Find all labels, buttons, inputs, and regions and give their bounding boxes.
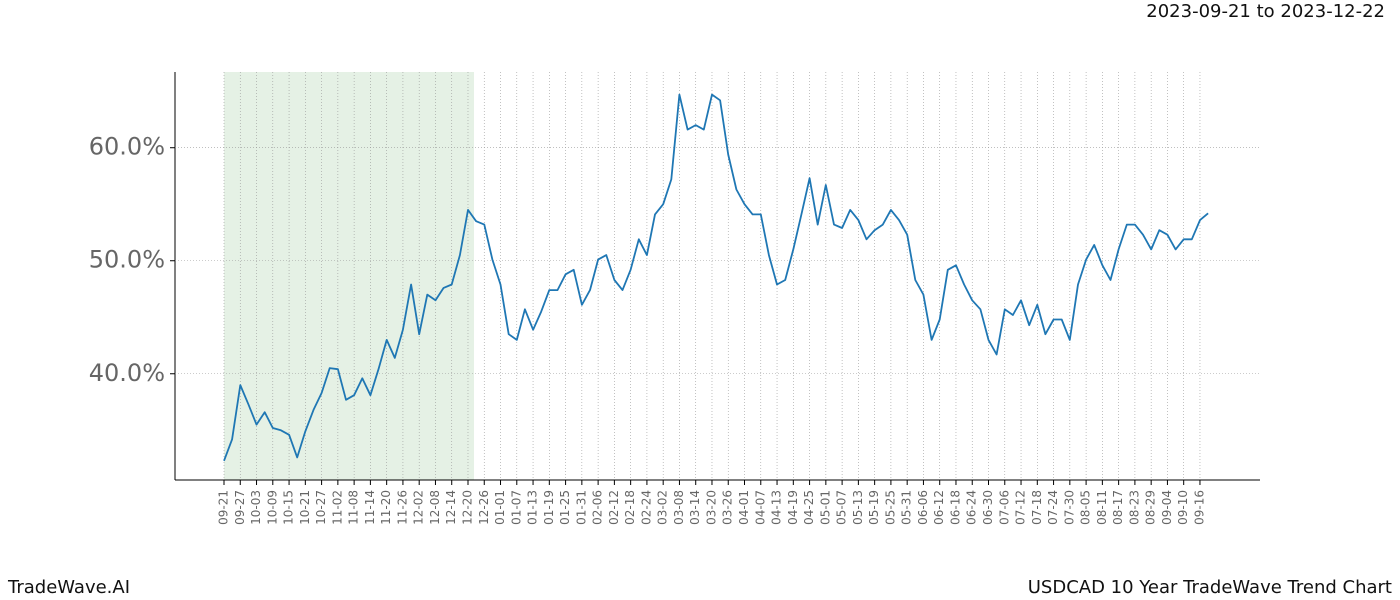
highlight-span <box>224 72 474 480</box>
x-tick-label: 10-21 <box>298 490 312 525</box>
x-tick-label: 12-20 <box>460 490 474 525</box>
x-tick-label: 11-20 <box>379 490 393 525</box>
x-tick-label: 05-19 <box>867 490 881 525</box>
x-tick-label: 04-25 <box>802 490 816 525</box>
x-tick-label: 11-26 <box>395 490 409 525</box>
x-tick-label: 05-31 <box>900 490 914 525</box>
x-tick-label: 01-01 <box>493 490 507 525</box>
x-tick-label: 02-18 <box>623 490 637 525</box>
x-tick-label: 05-13 <box>851 490 865 525</box>
x-tick-label: 12-02 <box>412 490 426 525</box>
x-tick-label: 01-19 <box>542 490 556 525</box>
x-tick-label: 01-31 <box>574 490 588 525</box>
x-tick-label: 11-14 <box>363 490 377 525</box>
x-tick-label: 06-06 <box>916 490 930 525</box>
x-tick-label: 12-26 <box>477 490 491 525</box>
x-tick-label: 07-06 <box>997 490 1011 525</box>
x-tick-label: 12-14 <box>444 490 458 525</box>
x-tick-label: 02-24 <box>639 490 653 525</box>
x-tick-label: 04-13 <box>770 490 784 525</box>
x-tick-label: 08-11 <box>1095 490 1109 525</box>
x-tick-label: 09-16 <box>1192 490 1206 525</box>
x-tick-label: 06-24 <box>965 490 979 525</box>
x-tick-label: 10-03 <box>249 490 263 525</box>
x-tick-label: 06-18 <box>948 490 962 525</box>
x-tick-label: 07-18 <box>1030 490 1044 525</box>
y-tick-label: 60.0% <box>89 133 165 161</box>
caption: USDCAD 10 Year TradeWave Trend Chart <box>1028 577 1392 598</box>
brand: TradeWave.AI <box>7 577 130 598</box>
x-tick-label: 10-15 <box>282 490 296 525</box>
x-tick-label: 08-23 <box>1127 490 1141 525</box>
date-range: 2023-09-21 to 2023-12-22 <box>1146 1 1385 22</box>
x-tick-label: 03-14 <box>688 490 702 525</box>
x-tick-label: 05-25 <box>883 490 897 525</box>
x-tick-label: 02-12 <box>607 490 621 525</box>
x-tick-label: 06-30 <box>981 490 995 525</box>
x-tick-label: 11-02 <box>330 490 344 525</box>
x-tick-label: 03-08 <box>672 490 686 525</box>
y-tick-label: 40.0% <box>89 359 165 387</box>
x-tick-label: 05-07 <box>835 490 849 525</box>
x-tick-label: 03-02 <box>656 490 670 525</box>
x-tick-label: 09-27 <box>233 490 247 525</box>
x-tick-label: 03-26 <box>721 490 735 525</box>
x-tick-label: 09-10 <box>1176 490 1190 525</box>
x-tick-label: 04-07 <box>753 490 767 525</box>
x-tick-label: 01-25 <box>558 490 572 525</box>
x-tick-label: 07-24 <box>1046 490 1060 525</box>
x-tick-label: 09-04 <box>1160 490 1174 525</box>
x-tick-label: 01-07 <box>509 490 523 525</box>
x-tick-label: 11-08 <box>347 490 361 525</box>
y-tick-label: 50.0% <box>89 246 165 274</box>
x-tick-label: 12-08 <box>428 490 442 525</box>
x-tick-label: 10-27 <box>314 490 328 525</box>
x-tick-label: 08-05 <box>1079 490 1093 525</box>
x-tick-label: 10-09 <box>265 490 279 525</box>
x-tick-label: 02-06 <box>591 490 605 525</box>
x-tick-label: 07-12 <box>1014 490 1028 525</box>
x-tick-label: 04-19 <box>786 490 800 525</box>
x-tick-label: 05-01 <box>818 490 832 525</box>
trend-line <box>223 93 1209 462</box>
x-tick-label: 08-17 <box>1111 490 1125 525</box>
x-tick-label: 08-29 <box>1144 490 1158 525</box>
x-tick-label: 04-01 <box>737 490 751 525</box>
x-tick-label: 01-13 <box>526 490 540 525</box>
x-tick-label: 09-21 <box>217 490 231 525</box>
x-tick-label: 07-30 <box>1062 490 1076 525</box>
x-tick-label: 06-12 <box>932 490 946 525</box>
x-tick-label: 03-20 <box>704 490 718 525</box>
